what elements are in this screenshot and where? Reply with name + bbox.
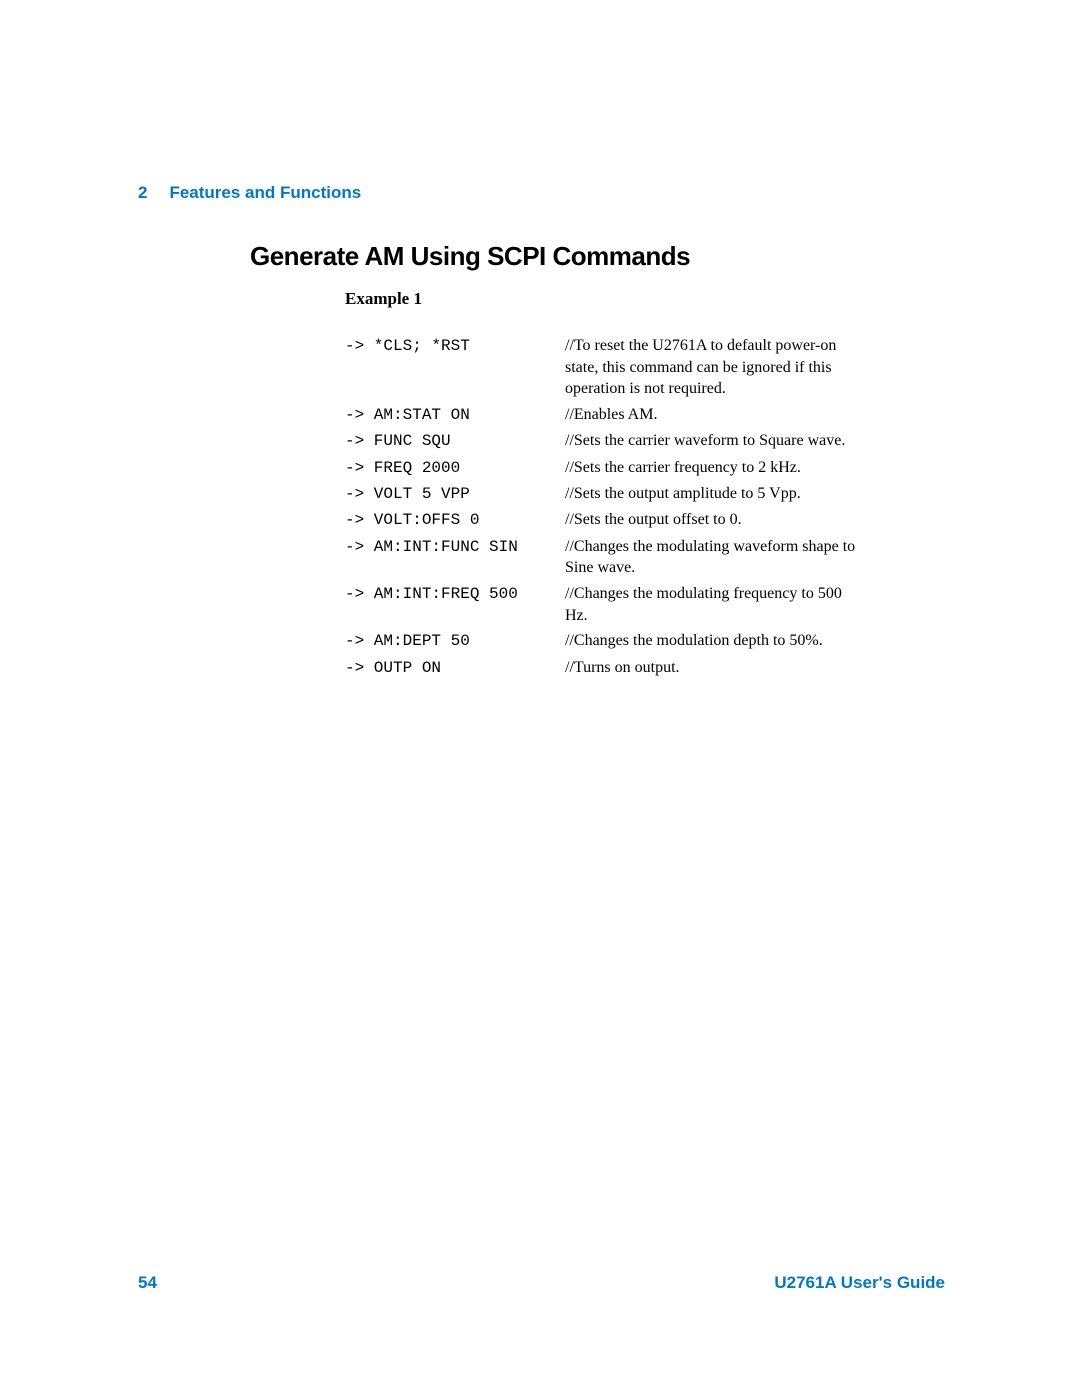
command-cell: -> FUNC SQU — [345, 430, 565, 452]
command-cell: -> AM:DEPT 50 — [345, 630, 565, 652]
command-cell: -> OUTP ON — [345, 657, 565, 679]
description-cell: //Sets the carrier waveform to Square wa… — [565, 430, 865, 452]
command-cell: -> AM:STAT ON — [345, 404, 565, 426]
table-row: -> VOLT 5 VPP //Sets the output amplitud… — [345, 483, 865, 505]
command-table: -> *CLS; *RST //To reset the U2761A to d… — [345, 335, 865, 683]
description-cell: //Changes the modulation depth to 50%. — [565, 630, 865, 652]
command-cell: -> *CLS; *RST — [345, 335, 565, 357]
chapter-title: Features and Functions — [169, 183, 361, 202]
table-row: -> AM:DEPT 50 //Changes the modulation d… — [345, 630, 865, 652]
example-label: Example 1 — [345, 289, 422, 309]
command-cell: -> FREQ 2000 — [345, 457, 565, 479]
command-cell: -> VOLT:OFFS 0 — [345, 509, 565, 531]
description-cell: //To reset the U2761A to default power-o… — [565, 335, 865, 400]
description-cell: //Sets the output amplitude to 5 Vpp. — [565, 483, 865, 505]
page-number: 54 — [138, 1273, 157, 1293]
command-cell: -> VOLT 5 VPP — [345, 483, 565, 505]
page-footer: 54 U2761A User's Guide — [138, 1273, 945, 1293]
page-title: Generate AM Using SCPI Commands — [250, 241, 690, 272]
table-row: -> OUTP ON //Turns on output. — [345, 657, 865, 679]
description-cell: //Turns on output. — [565, 657, 865, 679]
table-row: -> FREQ 2000 //Sets the carrier frequenc… — [345, 457, 865, 479]
description-cell: //Sets the output offset to 0. — [565, 509, 865, 531]
table-row: -> AM:STAT ON //Enables AM. — [345, 404, 865, 426]
table-row: -> *CLS; *RST //To reset the U2761A to d… — [345, 335, 865, 400]
description-cell: //Changes the modulating waveform shape … — [565, 536, 865, 579]
command-cell: -> AM:INT:FUNC SIN — [345, 536, 565, 558]
table-row: -> AM:INT:FUNC SIN //Changes the modulat… — [345, 536, 865, 579]
description-cell: //Enables AM. — [565, 404, 865, 426]
description-cell: //Changes the modulating frequency to 50… — [565, 583, 865, 626]
table-row: -> AM:INT:FREQ 500 //Changes the modulat… — [345, 583, 865, 626]
table-row: -> FUNC SQU //Sets the carrier waveform … — [345, 430, 865, 452]
guide-title: U2761A User's Guide — [774, 1273, 945, 1293]
chapter-header: 2 Features and Functions — [138, 183, 361, 203]
chapter-number: 2 — [138, 183, 147, 202]
command-cell: -> AM:INT:FREQ 500 — [345, 583, 565, 605]
description-cell: //Sets the carrier frequency to 2 kHz. — [565, 457, 865, 479]
document-page: 2 Features and Functions Generate AM Usin… — [0, 0, 1080, 1397]
table-row: -> VOLT:OFFS 0 //Sets the output offset … — [345, 509, 865, 531]
